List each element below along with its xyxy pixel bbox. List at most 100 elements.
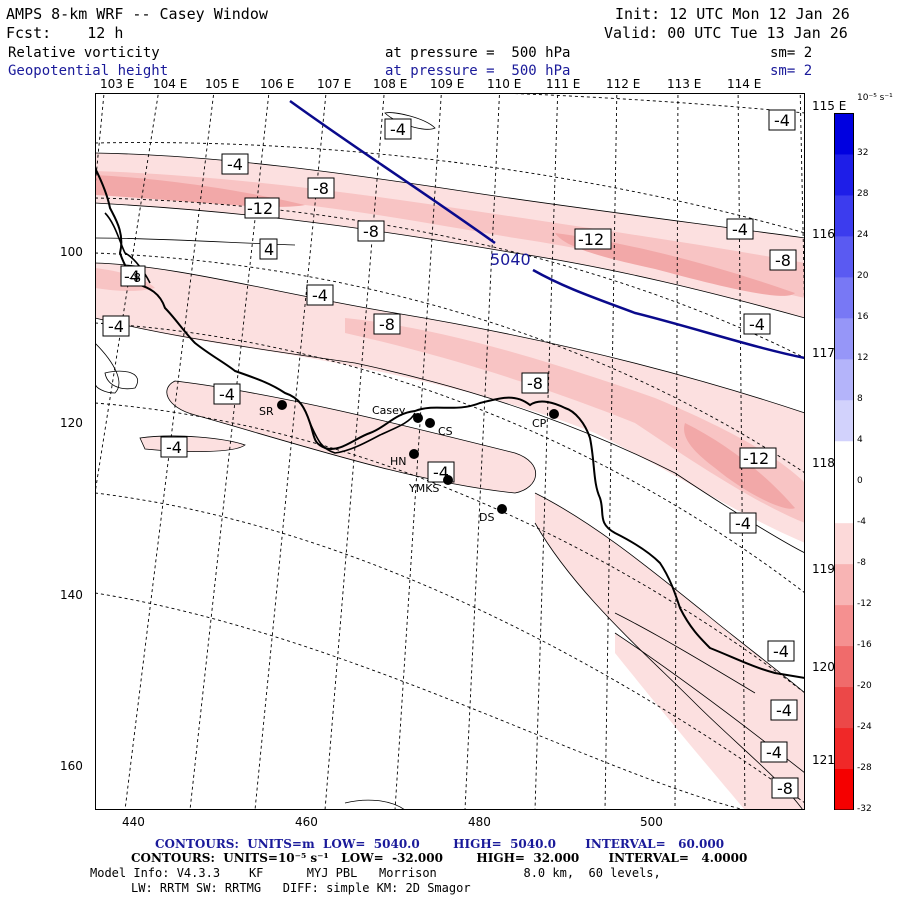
colorbar-tick: 28 — [857, 189, 869, 200]
colorbar-tick: -32 — [857, 804, 872, 814]
contour-label: -4 — [749, 315, 765, 334]
station-marker[interactable] — [549, 409, 559, 419]
x-tick: 500 — [640, 815, 663, 829]
lon-label: 103 E — [100, 77, 135, 91]
lon-label: 112 E — [606, 77, 641, 91]
colorbar-band — [834, 605, 854, 647]
station-label: Casey — [372, 404, 406, 417]
lon-label: 105 E — [205, 77, 240, 91]
valid-time: Valid: 00 UTC Tue 13 Jan 26 — [604, 24, 848, 42]
station-marker[interactable] — [425, 418, 435, 428]
contour-label: -8 — [313, 179, 329, 198]
colorbar-tick: 12 — [857, 353, 869, 364]
station-label: SR — [259, 405, 274, 418]
colorbar-band — [834, 236, 854, 278]
contour-label: -4 — [766, 743, 782, 762]
colorbar-tick: 24 — [857, 230, 869, 241]
contour-label: -4 — [774, 111, 790, 130]
contour-label: -4 — [108, 317, 124, 336]
colorbar-tick: 20 — [857, 271, 869, 282]
contour-label: -4 — [312, 286, 328, 305]
lon-label: 111 E — [546, 77, 581, 91]
station-marker[interactable] — [413, 413, 423, 423]
colorbar-band — [834, 769, 854, 810]
station-label: DS — [479, 511, 494, 524]
colorbar-band — [834, 646, 854, 688]
y-tick: 120 — [60, 416, 83, 430]
lon-label: 106 E — [260, 77, 295, 91]
lon-label: 114 E — [727, 77, 762, 91]
contour-label: -4 — [124, 267, 140, 286]
field1-name: Relative vorticity — [8, 45, 160, 61]
colorbar-band — [834, 277, 854, 319]
colorbar-tick: 0 — [857, 476, 863, 487]
height-contour-west — [289, 99, 496, 245]
contour-labels: -4 -4 -4 -8 -12 -8 -12 -4 -8 4 -4 -8 -4 … — [102, 109, 799, 799]
contour-label: -8 — [527, 374, 543, 393]
station-label: CP — [532, 417, 547, 430]
colorbar-tick: -28 — [857, 763, 872, 774]
colorbar-tick: 4 — [857, 435, 863, 446]
field2-level: at pressure = 500 hPa — [385, 63, 571, 79]
map-panel: 5040 -4 -4 -4 -8 -12 -8 -12 -4 -8 4 -4 -… — [95, 93, 805, 810]
contour-label: -4 — [390, 120, 406, 139]
lon-label: 113 E — [667, 77, 702, 91]
footer-height-contours: CONTOURS: UNITS=m LOW= 5040.0 HIGH= 5040… — [155, 837, 725, 851]
colorbar-tick: -12 — [857, 599, 872, 610]
colorbar-band — [834, 359, 854, 401]
contour-label: -12 — [247, 199, 273, 218]
colorbar-tick: -4 — [857, 517, 866, 528]
contour-label: -12 — [743, 449, 769, 468]
contour-label: -8 — [379, 315, 395, 334]
field1-level: at pressure = 500 hPa — [385, 45, 571, 61]
colorbar-band — [834, 687, 854, 729]
colorbar-tick: -20 — [857, 681, 872, 692]
colorbar-tick: 16 — [857, 312, 869, 323]
station-marker[interactable] — [497, 504, 507, 514]
x-tick: 480 — [468, 815, 491, 829]
colorbar-band — [834, 482, 854, 524]
x-tick: 460 — [295, 815, 318, 829]
forecast-hour: Fcst: 12 h — [6, 24, 124, 42]
contour-label: -8 — [777, 779, 793, 798]
colorbar-tick: -24 — [857, 722, 872, 733]
x-tick: 440 — [122, 815, 145, 829]
y-tick: 140 — [60, 588, 83, 602]
y-tick: 160 — [60, 759, 83, 773]
contour-label: -4 — [227, 155, 243, 174]
lon-label: 109 E — [430, 77, 465, 91]
footer-model-info: Model Info: V4.3.3 KF MYJ PBL Morrison 8… — [90, 866, 661, 880]
colorbar-band — [834, 441, 854, 483]
colorbar-band — [834, 113, 854, 155]
station-label: YMKS — [408, 482, 439, 495]
colorbar-band — [834, 564, 854, 606]
height-contour-label: 5040 — [490, 250, 531, 269]
colorbar-tick: -16 — [857, 640, 872, 651]
station-marker[interactable] — [409, 449, 419, 459]
colorbar-band — [834, 400, 854, 442]
field2-smoothing: sm= 2 — [770, 63, 813, 79]
colorbar-tick: -8 — [857, 558, 866, 569]
lon-label: 108 E — [373, 77, 408, 91]
lon-label: 107 E — [317, 77, 352, 91]
field2-name: Geopotential height — [8, 63, 169, 79]
station-label: CS — [438, 425, 453, 438]
station-marker[interactable] — [443, 475, 453, 485]
contour-label: -4 — [219, 385, 235, 404]
contour-label: -8 — [775, 251, 791, 270]
lon-label: 110 E — [487, 77, 522, 91]
station-marker[interactable] — [277, 400, 287, 410]
contour-label: -4 — [732, 220, 748, 239]
colorbar-band — [834, 154, 854, 196]
coastline — [95, 167, 805, 679]
footer-physics: LW: RRTM SW: RRTMG DIFF: simple KM: 2D S… — [131, 881, 471, 895]
station-label: HN — [390, 455, 407, 468]
lon-label-right: 115 E — [812, 99, 847, 113]
height-contour-east — [532, 268, 805, 360]
colorbar-band — [834, 318, 854, 360]
chart-title: AMPS 8-km WRF -- Casey Window — [6, 5, 268, 23]
footer-vorticity-contours: CONTOURS: UNITS=10⁻⁵ s⁻¹ LOW= -32.000 HI… — [131, 851, 748, 865]
colorbar-band — [834, 523, 854, 565]
field1-smoothing: sm= 2 — [770, 45, 813, 61]
